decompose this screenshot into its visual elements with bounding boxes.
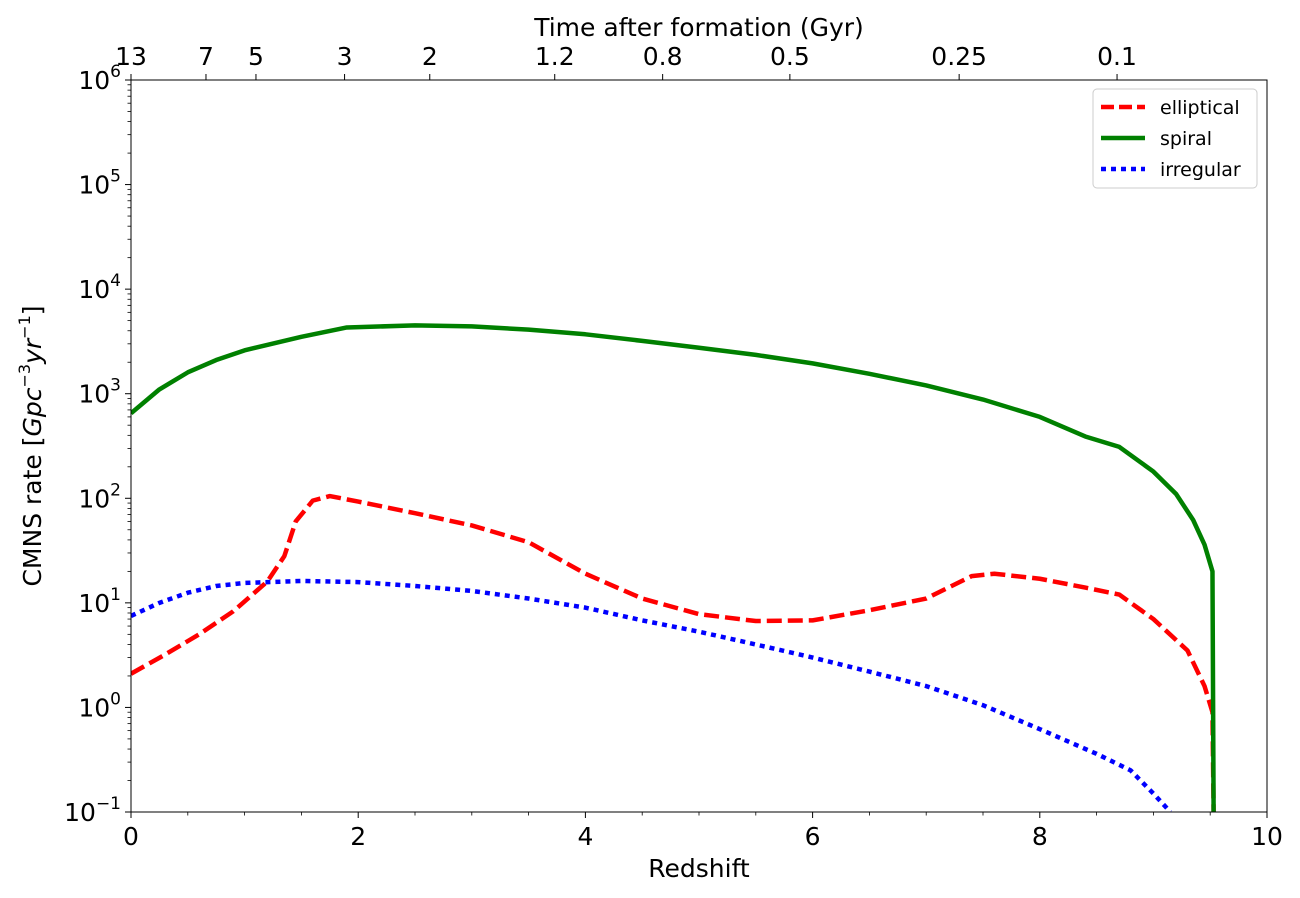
y-tick-label: 102 bbox=[78, 480, 121, 513]
top-tick-label: 0.1 bbox=[1097, 42, 1137, 71]
legend: elliptical spiral irregular bbox=[1092, 88, 1258, 189]
top-tick-label: 7 bbox=[198, 42, 214, 71]
series-line-irregular bbox=[131, 578, 1173, 812]
series-line-spiral bbox=[131, 323, 1216, 812]
y-tick-label: 104 bbox=[78, 271, 121, 304]
y-tick-label: 106 bbox=[78, 62, 121, 95]
x-tick-label: 4 bbox=[577, 822, 593, 851]
series-layer bbox=[131, 323, 1216, 812]
top-axis-title: Time after formation (Gyr) bbox=[533, 13, 864, 42]
top-tick-label: 0.25 bbox=[931, 42, 987, 71]
x-tick-label: 0 bbox=[123, 822, 139, 851]
top-tick-label: 2 bbox=[422, 42, 438, 71]
y-tick-label: 105 bbox=[78, 167, 121, 200]
legend-entries: elliptical spiral irregular bbox=[1101, 97, 1241, 181]
y-tick-label: 10−1 bbox=[64, 794, 121, 827]
top-tick-label: 13 bbox=[115, 42, 147, 71]
top-tick-label: 5 bbox=[248, 42, 264, 71]
x-tick-label: 6 bbox=[805, 822, 821, 851]
x-tick-label: 10 bbox=[1251, 822, 1283, 851]
top-tick-label: 1.2 bbox=[535, 42, 575, 71]
x-tick-label: 2 bbox=[350, 822, 366, 851]
top-tick-label: 0.5 bbox=[770, 42, 810, 71]
legend-label-irregular: irregular bbox=[1160, 159, 1241, 181]
top-tick-label: 0.8 bbox=[643, 42, 683, 71]
y-tick-label: 103 bbox=[78, 376, 121, 409]
y-tick-label: 101 bbox=[78, 585, 121, 618]
series-line-elliptical bbox=[131, 493, 1216, 812]
y-tick-label: 100 bbox=[78, 689, 121, 722]
legend-label-spiral: spiral bbox=[1160, 128, 1212, 150]
legend-frame bbox=[1092, 88, 1258, 189]
y-axis-title: CMNS rate [Gpc−3yr−1] bbox=[15, 305, 47, 586]
legend-label-elliptical: elliptical bbox=[1160, 97, 1240, 119]
top-tick-label: 3 bbox=[337, 42, 353, 71]
x-tick-label: 8 bbox=[1032, 822, 1048, 851]
x-axis-title: Redshift bbox=[648, 854, 750, 883]
